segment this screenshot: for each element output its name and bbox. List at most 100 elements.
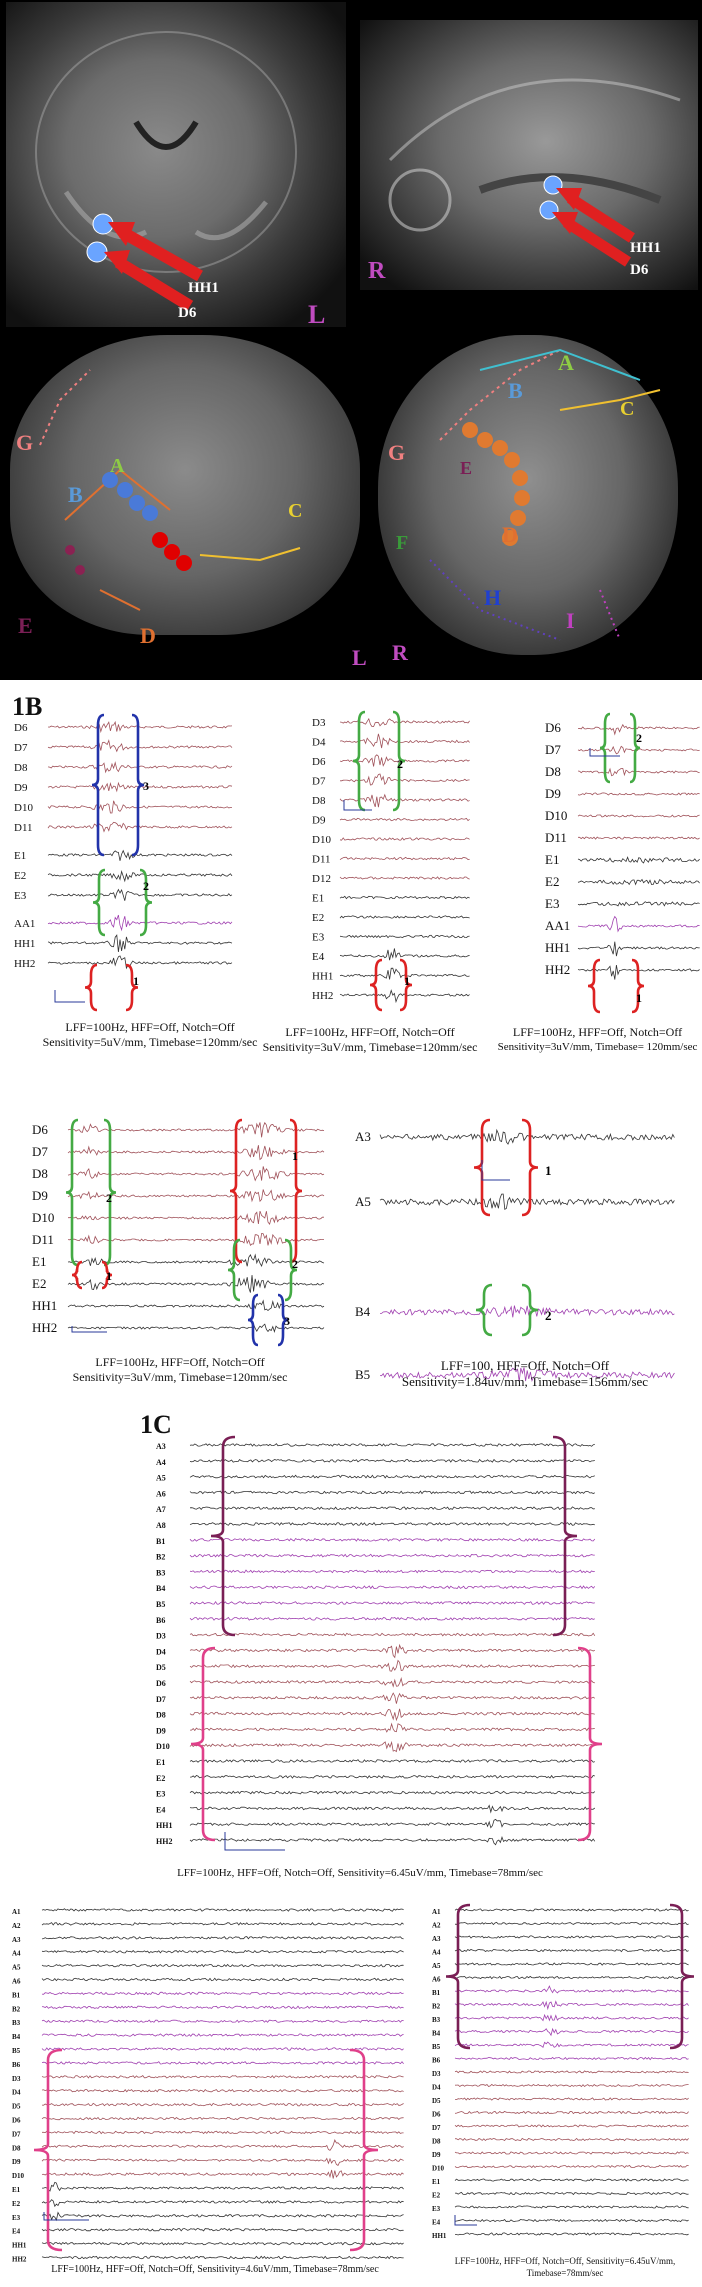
bracket-annotation	[247, 1293, 259, 1347]
channel-label: A6	[432, 1976, 441, 1984]
channel-label: D8	[14, 762, 28, 774]
render-right-label-g: G	[388, 440, 406, 465]
channel-label: E3	[545, 896, 559, 911]
channel-label: D10	[32, 1210, 54, 1225]
eeg-trace	[41, 2061, 404, 2065]
scale-bar	[481, 1160, 510, 1181]
channel-label: A4	[432, 1949, 441, 1957]
channel-label: B2	[156, 1553, 165, 1562]
eeg-trace	[379, 1128, 675, 1145]
coronal-arrow-label-d6: D6	[178, 305, 197, 321]
channel-label: D6	[14, 722, 28, 734]
channel-label: D12	[312, 873, 331, 885]
bracket-annotation	[577, 1646, 603, 1842]
eeg-trace	[47, 849, 233, 861]
eeg-trace	[339, 717, 470, 727]
bracket-annotation	[399, 958, 413, 1012]
bracket-annotation	[277, 1293, 289, 1347]
channel-label: D5	[432, 2097, 441, 2105]
bracket-annotation	[33, 2048, 63, 2252]
channel-label: E3	[12, 2214, 21, 2222]
eeg-trace	[577, 792, 700, 796]
caption-1b-e-line1: LFF=100, HFF=Off, Notch=Off	[440, 1358, 610, 1373]
eeg-trace	[339, 733, 470, 749]
channel-label: D8	[312, 795, 326, 807]
channel-label: D10	[156, 1742, 170, 1751]
coronal-orient-label: L	[308, 300, 326, 329]
channel-label: E1	[545, 852, 559, 867]
channel-label: B5	[355, 1367, 370, 1382]
sagittal-orient-label: R	[368, 258, 386, 284]
eeg-trace	[454, 1935, 689, 1939]
channel-label: D4	[12, 2089, 21, 2097]
channel-label: B6	[12, 2061, 21, 2069]
bracket-annotation	[631, 958, 645, 1014]
eeg-trace	[47, 720, 233, 734]
eeg-trace	[41, 2199, 404, 2208]
bracket-annotation	[65, 1118, 79, 1267]
channel-label: D5	[12, 2103, 21, 2111]
channel-label: E1	[32, 1254, 46, 1269]
eeg-trace	[454, 2070, 689, 2074]
eeg-trace	[454, 2110, 689, 2115]
render-right-label-c: C	[620, 398, 635, 420]
mri-sagittal-structure	[388, 78, 681, 232]
eeg-trace	[41, 1949, 404, 1954]
bracket-annotation	[445, 1903, 471, 2050]
bracket-annotation	[352, 710, 366, 812]
eeg-trace	[189, 1818, 595, 1829]
scale-bar	[54, 990, 85, 1003]
render-right-label-i: I	[566, 608, 575, 633]
bracket-annotation	[103, 1118, 117, 1267]
channel-label: A3	[12, 1936, 21, 1944]
eeg-trace	[41, 2138, 404, 2151]
channel-label: D8	[32, 1166, 48, 1181]
eeg-trace	[189, 1804, 596, 1814]
channel-label: D5	[156, 1663, 166, 1672]
bracket-annotation	[101, 1260, 113, 1290]
channel-label: E4	[12, 2228, 21, 2236]
channel-label: D4	[312, 737, 326, 749]
render-orient-r: R	[392, 640, 408, 665]
channel-label: A1	[432, 1908, 441, 1916]
eeg-trace	[189, 1490, 595, 1495]
channel-label: HH2	[12, 2256, 27, 2264]
eeg-trace	[47, 761, 233, 774]
caption-1c-bottom-left: LFF=100Hz, HFF=Off, Notch=Off, Sensitivi…	[51, 2264, 379, 2275]
channel-label: D10	[545, 808, 567, 823]
bracket-number: 2	[636, 731, 642, 745]
bracket-number: 1	[404, 974, 410, 988]
eeg-trace	[454, 1985, 689, 1994]
channel-label: AA1	[14, 918, 35, 930]
eeg-trace	[189, 1458, 595, 1463]
bracket-number: 1	[106, 1269, 112, 1283]
eeg-trace	[189, 1835, 596, 1846]
channel-label: AA1	[545, 918, 570, 933]
channel-label: HH2	[32, 1320, 57, 1335]
channel-label: B4	[355, 1304, 371, 1319]
channel-label: B5	[432, 2043, 441, 2051]
channel-label: B3	[12, 2019, 21, 2027]
eeg-trace	[577, 856, 700, 864]
channel-label: D7	[32, 1144, 48, 1159]
channel-label: D7	[312, 776, 326, 788]
bracket-annotation	[369, 958, 383, 1012]
bracket-number: 2	[545, 1308, 552, 1323]
eeg-trace	[67, 1253, 325, 1268]
eeg-trace	[454, 2137, 689, 2142]
eeg-trace	[454, 2151, 689, 2155]
channel-label: D8	[432, 2138, 441, 2146]
channel-label: A5	[432, 1962, 441, 1970]
channel-label: A2	[12, 1922, 21, 1930]
eeg-trace	[189, 1585, 596, 1590]
eeg-trace	[41, 2227, 404, 2232]
eeg-trace	[47, 869, 233, 883]
bracket-number: 2	[143, 879, 149, 893]
caption-1c-bottom-right-line1: LFF=100Hz, HFF=Off, Notch=Off, Sensitivi…	[454, 2256, 676, 2266]
channel-label: E2	[12, 2200, 21, 2208]
eeg-trace	[454, 2056, 689, 2061]
bracket-annotation	[349, 2048, 379, 2252]
